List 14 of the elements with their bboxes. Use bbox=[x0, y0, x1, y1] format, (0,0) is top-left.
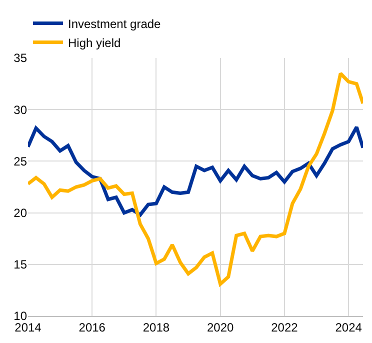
x-tick-label: 2022 bbox=[271, 320, 298, 334]
y-tick-label: 15 bbox=[14, 258, 28, 272]
y-tick-label: 20 bbox=[14, 206, 28, 220]
legend-label: Investment grade bbox=[68, 16, 162, 31]
x-tick-label: 2016 bbox=[78, 320, 106, 334]
x-tick-label: 2018 bbox=[142, 320, 170, 334]
legend-label: High yield bbox=[68, 36, 121, 50]
line-series bbox=[28, 72, 363, 286]
y-tick-label: 25 bbox=[14, 154, 28, 168]
y-tick-label: 35 bbox=[14, 51, 28, 66]
line-series bbox=[28, 125, 363, 217]
y-tick-label: 30 bbox=[14, 102, 28, 117]
x-tick-label: 2024 bbox=[335, 320, 362, 334]
x-tick-label: 2020 bbox=[206, 320, 234, 334]
